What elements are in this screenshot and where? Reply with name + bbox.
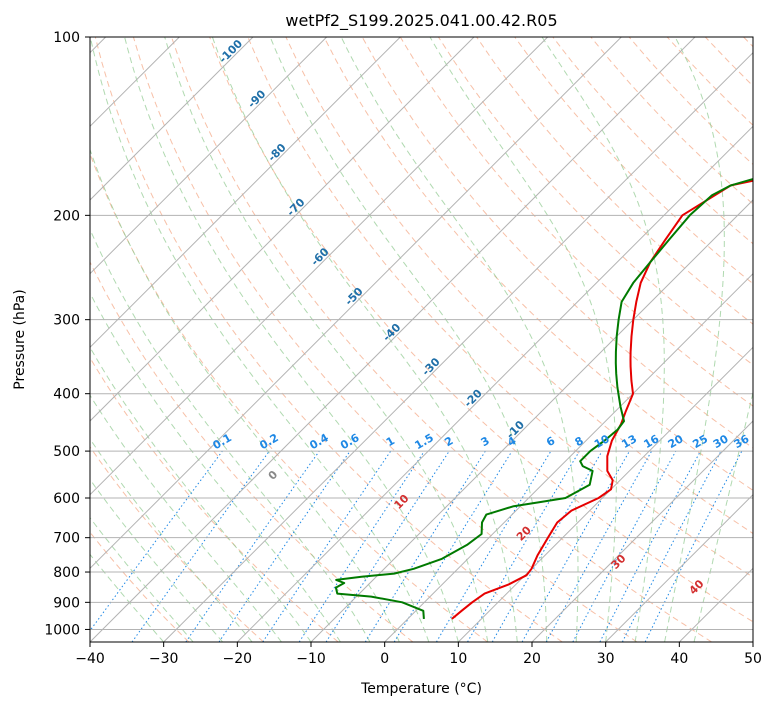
profile-series [334, 177, 753, 620]
moist-adiabat-line [90, 37, 430, 642]
dewpoint-profile-line [334, 177, 753, 619]
y-tick-label: 900 [53, 595, 80, 611]
moist-adiabat-line [211, 37, 518, 642]
isotherm-gridline [605, 493, 753, 642]
dry-adiabat-line [171, 37, 712, 642]
y-axis: 100 200 300 400 500 600 700 800 900 1000 [44, 30, 90, 638]
x-tick-label: 20 [523, 651, 541, 667]
x-tick-label: 40 [670, 651, 688, 667]
moist-adiabat-line [90, 553, 165, 642]
x-tick-label: 0 [380, 651, 389, 667]
mixing-ratio-line [572, 450, 677, 642]
x-tick-label: −30 [149, 651, 179, 667]
mixing-ratio-line [644, 450, 743, 642]
mixing-ratio-line [393, 450, 513, 642]
moist-adiabat-line [693, 390, 753, 642]
moist-adiabat-line [90, 478, 223, 642]
x-tick-label: −40 [75, 651, 105, 667]
x-tick-label: −10 [296, 651, 326, 667]
isotherm-gridlines [90, 37, 753, 642]
mixing-ratio-line [90, 450, 223, 632]
chart-title: wetPf2_S199.2025.041.00.42.R05 [285, 11, 557, 31]
moist-adiabat-line [541, 37, 665, 642]
isotherm-gridline [90, 37, 401, 349]
dry-adiabat-line [90, 260, 414, 642]
mixing-ratio-line [218, 450, 351, 642]
dry-adiabats [90, 37, 753, 642]
moist-adiabat-line [269, 37, 548, 642]
mixing-ratio-line [545, 450, 653, 642]
x-tick-label: 10 [449, 651, 467, 667]
y-tick-label: 800 [53, 565, 80, 581]
mixing-ratio-line [262, 450, 392, 642]
mixing-ratio-line [298, 450, 425, 642]
dry-adiabat-line [514, 37, 753, 285]
y-tick-label: 500 [53, 444, 80, 460]
x-tick-label: 30 [597, 651, 615, 667]
y-tick-label: 200 [53, 208, 80, 224]
temperature-profile-line [451, 179, 753, 620]
isotherm-gridline [310, 199, 753, 642]
isotherm-gridline [90, 37, 696, 642]
mixing-ratio-line [131, 450, 270, 642]
moist-adiabat-line [164, 37, 489, 642]
isotherm-gridline [90, 37, 328, 275]
isotherm-gridline [90, 37, 475, 422]
isotherm-gridline [90, 37, 254, 201]
isotherm-gridline [457, 346, 753, 642]
moist-adiabat-line [90, 516, 194, 642]
dry-adiabat-line [247, 37, 753, 578]
x-tick-label: −20 [223, 651, 253, 667]
y-tick-label: 300 [53, 313, 80, 329]
moist-adiabat-line [429, 37, 617, 642]
dry-adiabat-line [209, 37, 753, 623]
dry-adiabat-line [285, 37, 753, 535]
y-tick-label: 600 [53, 491, 80, 507]
moist-adiabat-line [340, 37, 579, 642]
isotherm-gridline [531, 420, 753, 642]
dry-adiabat-line [90, 446, 264, 642]
moist-adiabat-line [90, 292, 341, 642]
y-axis-label: Pressure (hPa) [12, 289, 28, 389]
isotherm-gridline [236, 125, 753, 642]
y-tick-label: 1000 [44, 622, 80, 638]
x-tick-label: 50 [744, 651, 762, 667]
moist-adiabat-line [90, 228, 371, 642]
pressure-gridlines [90, 37, 753, 630]
dry-adiabat-line [90, 356, 339, 642]
x-axis: −40 −30 −20 −10 0 10 20 30 40 50 [75, 642, 762, 667]
y-tick-label: 700 [53, 531, 80, 547]
moist-adiabats [90, 37, 753, 642]
moist-adiabat-line [664, 37, 725, 642]
isotherm-gridline [384, 272, 753, 642]
moist-adiabat-line [90, 394, 282, 642]
dry-adiabat-line [476, 37, 753, 325]
moist-adiabat-line [90, 438, 253, 642]
moist-adiabat-line [90, 148, 400, 642]
isotherm-gridline [90, 37, 622, 570]
moist-adiabat-line [124, 37, 459, 642]
dry-adiabat-line [323, 37, 753, 491]
isotherm-gridline [163, 51, 753, 642]
dry-adiabat-line [94, 37, 563, 642]
y-tick-label: 400 [53, 387, 80, 403]
mixing-ratio-line [185, 450, 320, 642]
y-tick-label: 100 [53, 30, 80, 46]
x-axis-label: Temperature (°C) [360, 681, 482, 697]
mixing-ratio-line [325, 450, 450, 642]
plot-frame [89, 36, 754, 643]
isotherm-gridline [90, 37, 549, 496]
